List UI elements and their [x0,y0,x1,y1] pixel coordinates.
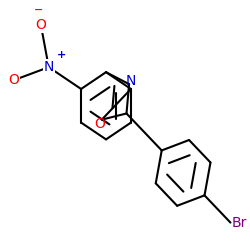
Text: Br: Br [232,216,247,230]
Text: N: N [126,74,136,88]
Text: O: O [8,73,19,87]
Text: O: O [36,18,46,32]
Text: O: O [94,118,105,132]
Text: +: + [57,50,66,60]
Text: N: N [44,60,54,74]
Text: −: − [34,5,43,15]
